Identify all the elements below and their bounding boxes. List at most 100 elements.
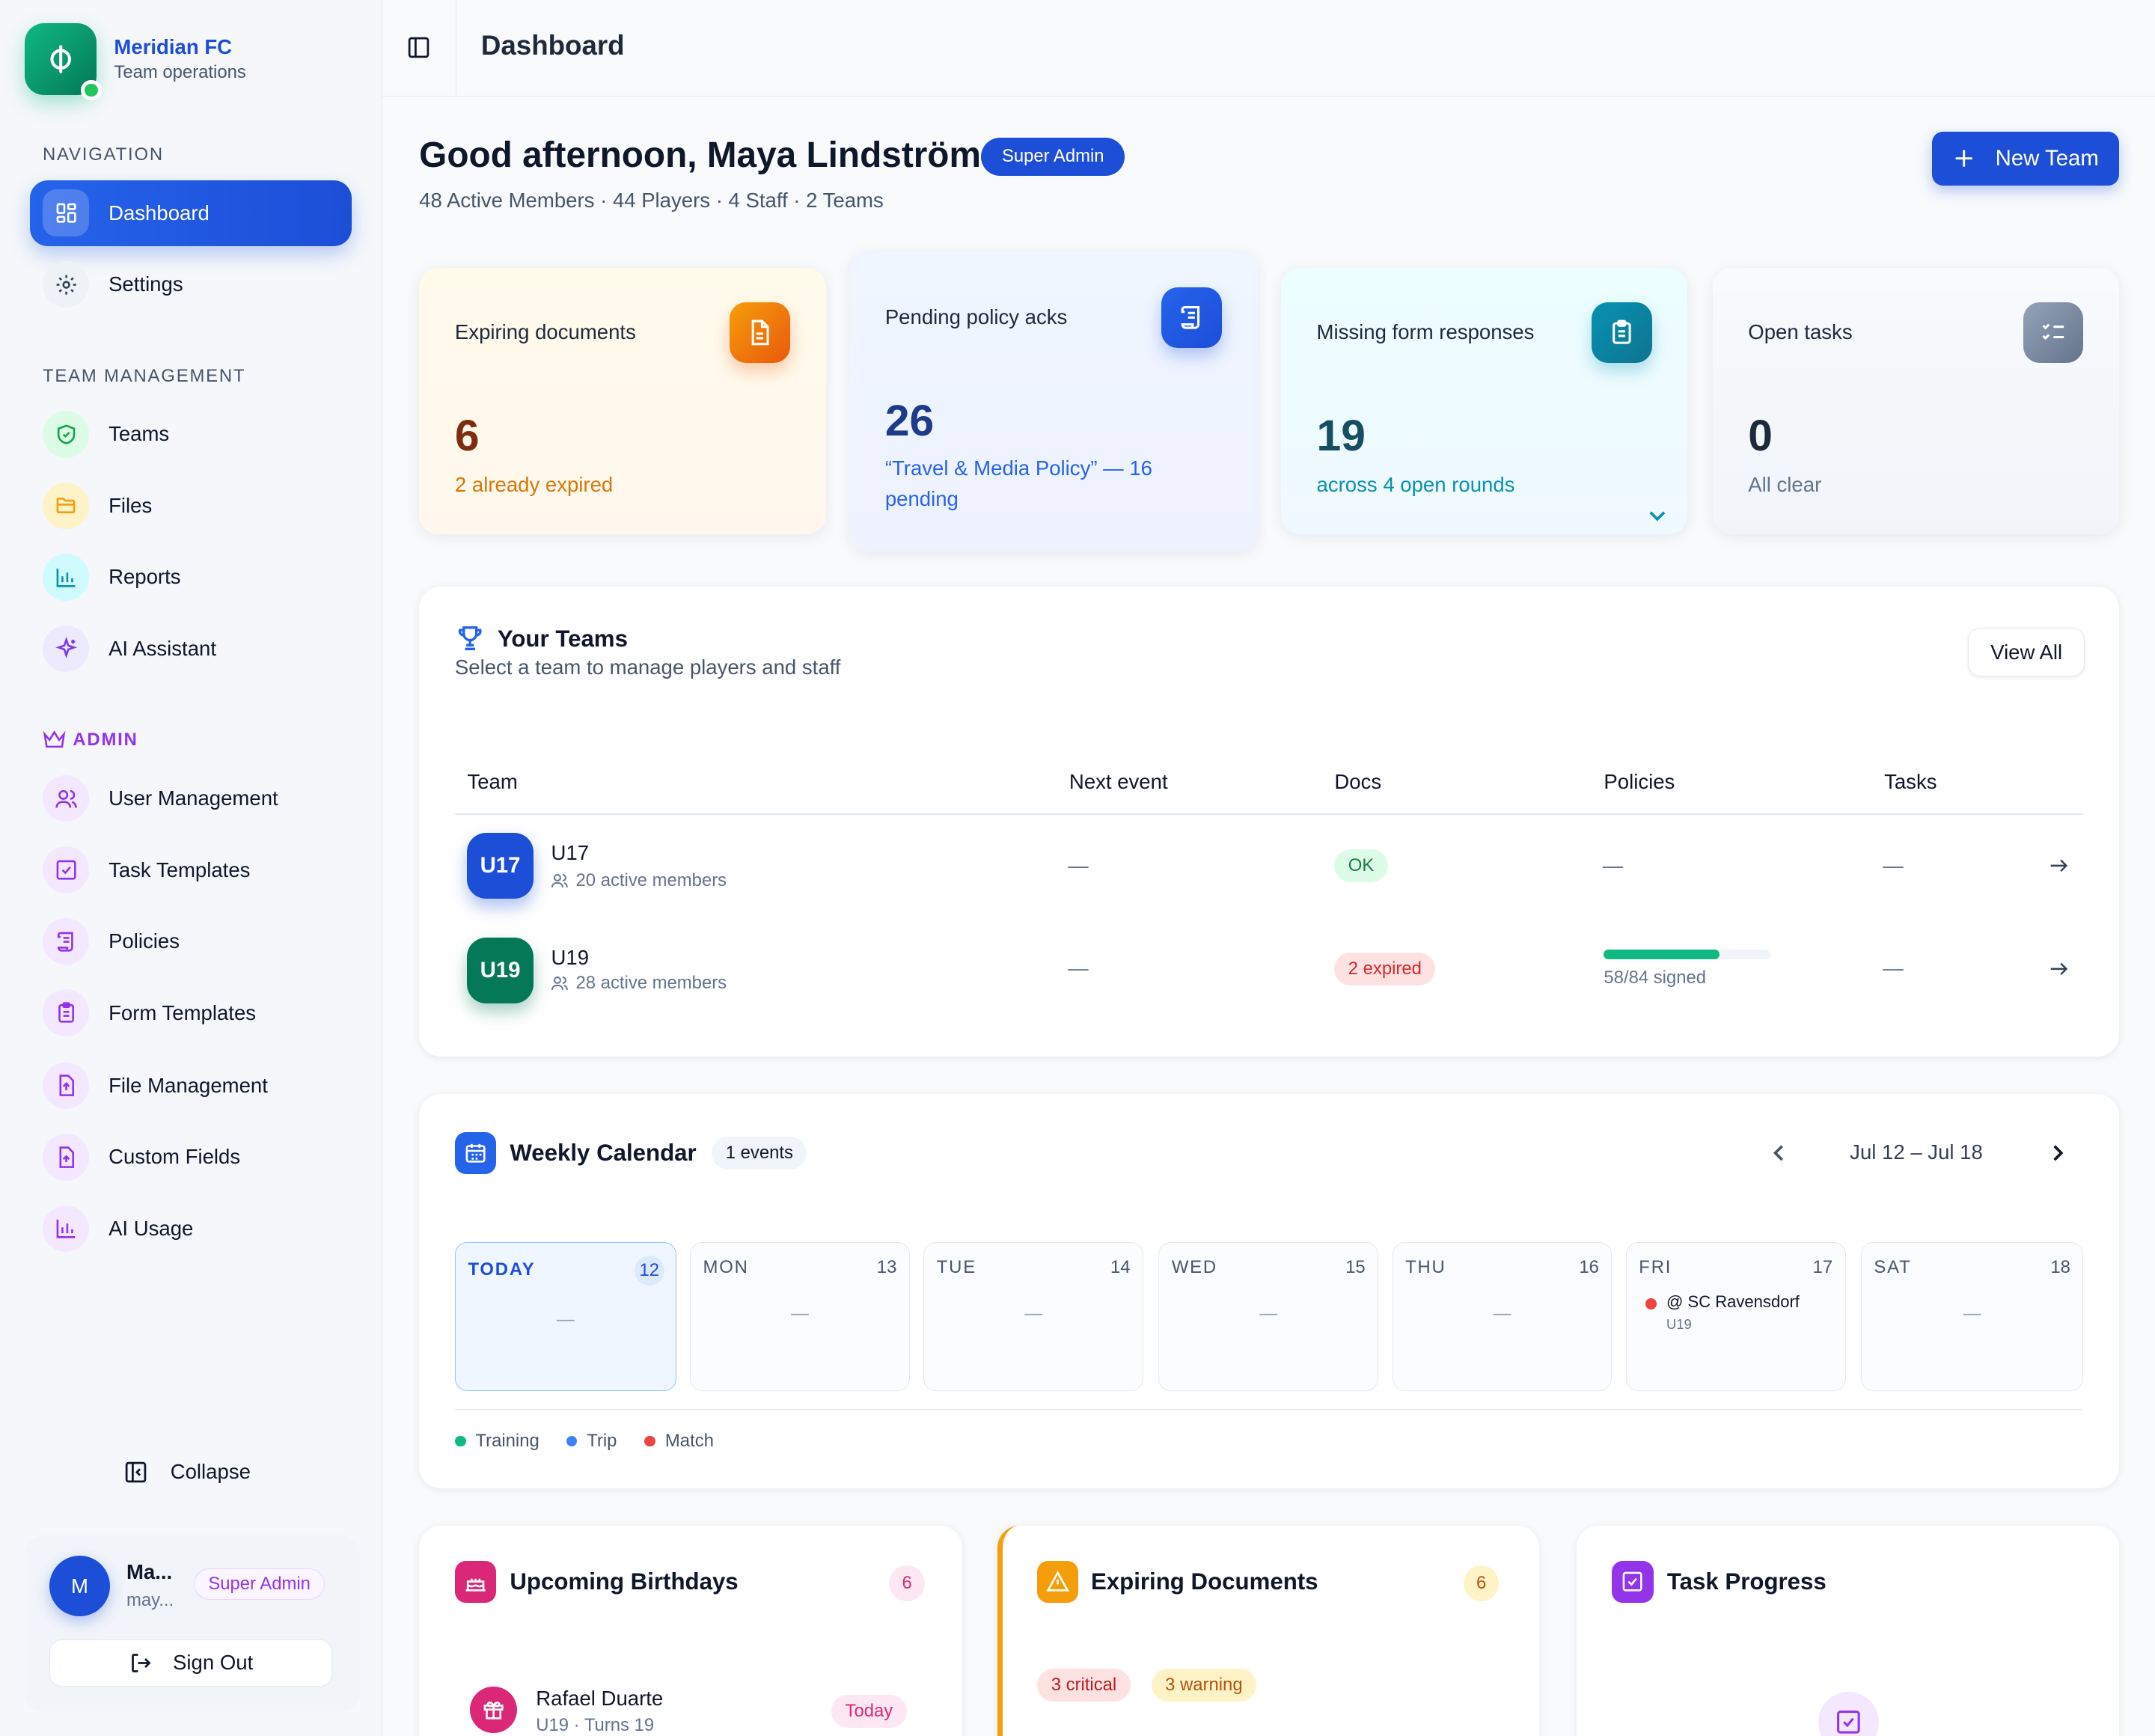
brand[interactable]: Meridian FC Team operations (25, 23, 246, 101)
arrow-right-icon[interactable] (2048, 959, 2070, 979)
sidebar-item-files[interactable]: Files (30, 473, 352, 539)
day-number: 18 (2050, 1256, 2070, 1277)
stat-card-missing-form-responses[interactable]: Missing form responses 19 across 4 open … (1280, 268, 1688, 535)
match-dot (644, 1435, 656, 1447)
policies-value: — (1602, 853, 1624, 877)
calendar-day-thu[interactable]: THU 16 — (1392, 1242, 1613, 1391)
section-admin: ADMIN (43, 730, 138, 751)
sidebar-item-label: Teams (108, 422, 170, 446)
match-dot (1645, 1298, 1657, 1309)
chevron-left-icon[interactable] (1771, 1143, 1785, 1163)
teams-card: Your Teams Select a team to manage playe… (419, 587, 2120, 1057)
sidebar-item-file-management[interactable]: File Management (30, 1053, 352, 1119)
stat-card-pending-policy-acks[interactable]: Pending policy acks 26 “Travel & Media P… (849, 251, 1258, 551)
day-name: TUE (936, 1256, 976, 1277)
users-icon (42, 774, 90, 822)
day-name: THU (1405, 1256, 1446, 1277)
sidebar-item-custom-fields[interactable]: Custom Fields (30, 1124, 352, 1190)
collapse-button[interactable]: Collapse (123, 1460, 251, 1485)
user-email: may... (126, 1590, 174, 1611)
sidebar-item-ai-assistant[interactable]: AI Assistant (30, 616, 352, 682)
legend-label: Match (664, 1430, 714, 1451)
calendar-day-sat[interactable]: SAT 18 — (1860, 1242, 2084, 1391)
sidebar-item-label: User Management (108, 786, 278, 810)
chevron-down-icon[interactable] (1648, 510, 1667, 523)
sidebar-item-label: Files (108, 493, 153, 517)
day-name: WED (1171, 1256, 1218, 1277)
user-name: Ma... (126, 1559, 173, 1583)
events-count-badge: 1 events (712, 1136, 807, 1170)
day-name: SAT (1874, 1256, 1912, 1277)
next-event-value: — (1068, 853, 1089, 877)
event-title[interactable]: @ SC Ravensdorf (1666, 1292, 1800, 1312)
legend-divider (454, 1408, 2084, 1410)
column-header-next-event[interactable]: Next event (1069, 769, 1168, 793)
sidebar-item-settings[interactable]: Settings (30, 251, 352, 317)
legend-match: Match (644, 1431, 714, 1452)
stat-card-open-tasks[interactable]: Open tasks 0 All clear (1712, 268, 2120, 535)
sidebar-item-task-templates[interactable]: Task Templates (30, 837, 352, 903)
topbar: Dashboard (382, 0, 2155, 97)
chevron-right-icon[interactable] (2052, 1143, 2065, 1163)
new-team-button[interactable]: New Team (1932, 132, 2120, 186)
sidebar-item-policies[interactable]: Policies (30, 908, 352, 974)
avatar[interactable]: M (49, 1556, 110, 1616)
stat-subtext: All clear (1748, 473, 1822, 497)
sidebar-item-teams[interactable]: Teams (30, 401, 352, 467)
cake-icon (454, 1561, 497, 1603)
day-number: 14 (1110, 1256, 1131, 1277)
sidebar-item-reports[interactable]: Reports (30, 544, 352, 610)
user-card: M Ma... may... Super Admin Sign Out (25, 1535, 361, 1711)
policies-progress-fill (1604, 950, 1720, 959)
teams-subtitle: Select a team to manage players and staf… (454, 655, 841, 679)
stat-value: 6 (454, 412, 480, 461)
bar-chart-icon (42, 1205, 90, 1253)
section-admin-label: ADMIN (73, 730, 138, 751)
brand-name: Meridian FC (114, 35, 233, 59)
policies-progress-bar (1604, 950, 1772, 959)
greeting-summary: 48 Active Members · 44 Players · 4 Staff… (419, 188, 884, 212)
clipboard-icon (42, 989, 90, 1036)
scroll-icon (1161, 287, 1222, 348)
calendar-day-tue[interactable]: TUE 14 — (923, 1242, 1144, 1391)
warning-icon (1037, 1561, 1079, 1603)
dashboard-grid-icon (42, 189, 90, 236)
column-header-policies[interactable]: Policies (1604, 769, 1675, 793)
column-header-tasks[interactable]: Tasks (1884, 769, 1937, 793)
calendar-day-wed[interactable]: WED 15 — (1158, 1242, 1379, 1391)
policies-signed-label: 58/84 signed (1604, 968, 1707, 988)
stat-card-expiring-documents[interactable]: Expiring documents 6 2 already expired (419, 268, 826, 535)
column-header-team[interactable]: Team (467, 769, 518, 793)
team-name: U17 (551, 841, 590, 865)
view-all-button[interactable]: View All (1968, 628, 2085, 676)
tasks-value: — (1883, 853, 1904, 877)
team-members: 28 active members (551, 973, 727, 994)
sign-out-button[interactable]: Sign Out (49, 1639, 333, 1687)
document-icon (730, 302, 791, 363)
day-name: FRI (1639, 1256, 1672, 1277)
calendar-day-mon[interactable]: MON 13 — (690, 1242, 910, 1391)
birthdays-count: 6 (889, 1565, 926, 1601)
sparkles-icon (42, 625, 90, 673)
stat-subtext: “Travel & Media Policy” — 16 pending (884, 456, 1153, 510)
sidebar-item-label: Settings (108, 272, 183, 296)
calendar-day-fri[interactable]: FRI 17 @ SC Ravensdorf U19 (1625, 1242, 1846, 1391)
sidebar-item-ai-usage[interactable]: AI Usage (30, 1196, 352, 1262)
file-upload-icon (42, 1062, 90, 1110)
critical-badge[interactable]: 3 critical (1037, 1668, 1131, 1702)
sidebar-item-dashboard[interactable]: Dashboard (30, 180, 352, 246)
sidebar-toggle-button[interactable] (382, 0, 456, 95)
calendar-day-today[interactable]: TODAY 12 — (454, 1242, 676, 1391)
brand-subtitle: Team operations (114, 61, 246, 82)
day-number: 16 (1579, 1256, 1599, 1277)
sidebar-item-form-templates[interactable]: Form Templates (30, 980, 352, 1046)
task-empty-icon (1818, 1691, 1879, 1736)
scroll-icon (42, 917, 90, 965)
column-header-docs[interactable]: Docs (1334, 769, 1382, 793)
legend-label: Trip (587, 1430, 617, 1451)
warning-badge[interactable]: 3 warning (1151, 1668, 1256, 1702)
arrow-right-icon[interactable] (2048, 856, 2070, 875)
task-progress-card: Task Progress (1576, 1525, 2120, 1736)
sidebar-item-user-management[interactable]: User Management (30, 765, 352, 831)
